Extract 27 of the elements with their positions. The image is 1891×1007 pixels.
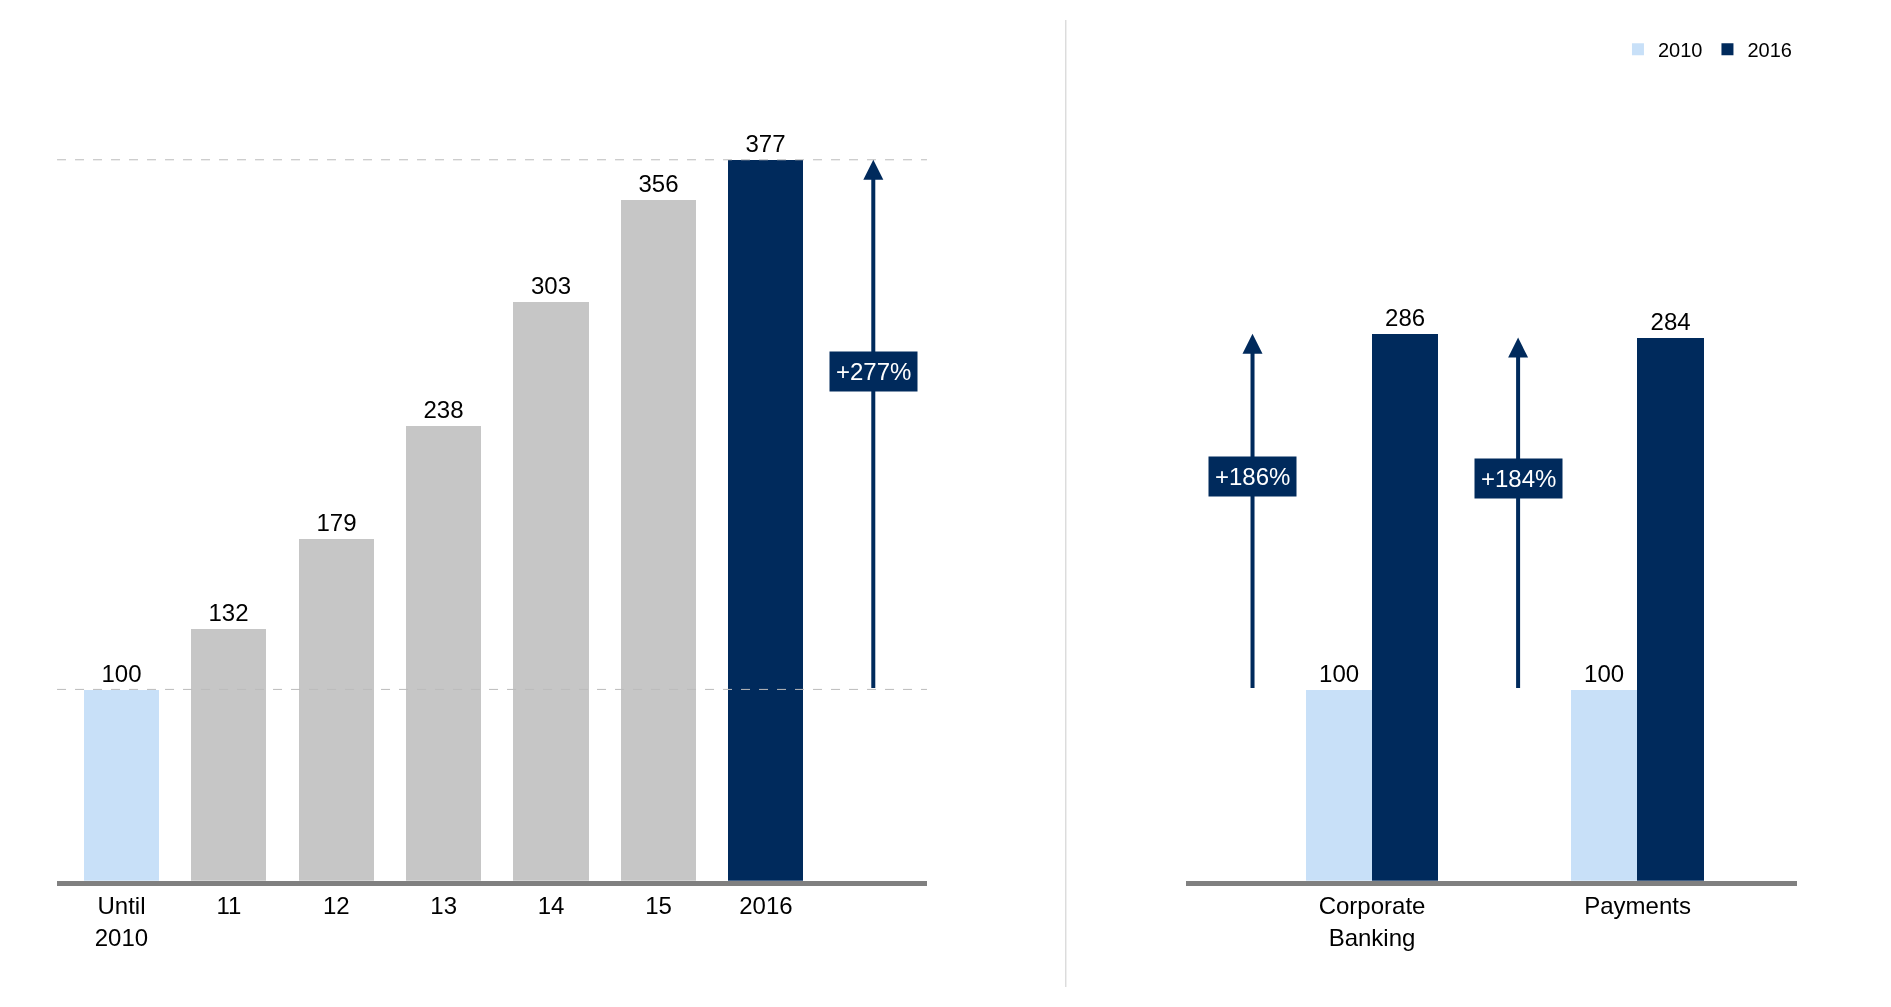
legend-label: 2016 (1747, 38, 1792, 61)
bar (728, 159, 804, 881)
x-tick-label: 13 (430, 892, 458, 920)
bar (84, 689, 160, 881)
data-label: 356 (638, 169, 679, 197)
x-tick-label: 15 (645, 892, 672, 920)
x-tick-label: Corporate Banking (1318, 892, 1426, 951)
data-label: 132 (208, 598, 249, 626)
x-tick-label: 2016 (739, 892, 793, 920)
annotation: +184% (1481, 465, 1557, 492)
text: +277% (836, 358, 912, 385)
data-label: 100 (1319, 659, 1360, 687)
data-label: 286 (1385, 303, 1426, 331)
data-label: 377 (745, 129, 786, 157)
x-tick-label: Until 2010 (94, 892, 149, 951)
data-label: 284 (1650, 307, 1691, 335)
data-label: 303 (531, 271, 572, 299)
data-label: 179 (316, 508, 357, 536)
x-tick-label: 12 (322, 892, 350, 920)
data-label: 238 (423, 395, 464, 423)
x-tick-label: Payments (1584, 892, 1691, 920)
legend-label: 2010 (1657, 38, 1703, 61)
annotation: +186% (1215, 463, 1291, 490)
x-tick-label: 14 (537, 892, 565, 920)
data-label: 100 (1584, 659, 1625, 687)
x-tick-label: 11 (216, 892, 242, 920)
data-label: 100 (101, 659, 142, 687)
